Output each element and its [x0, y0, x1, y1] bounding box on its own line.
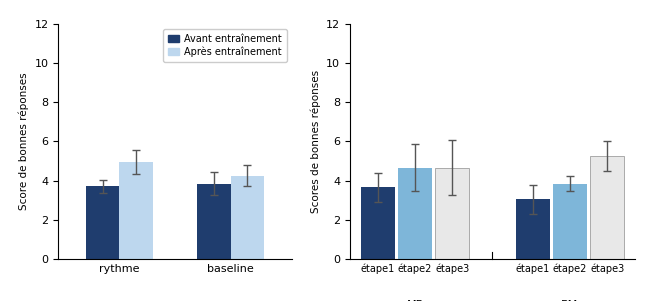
- Bar: [119, 162, 153, 259]
- Bar: [197, 184, 231, 259]
- Text: BM: BM: [561, 300, 579, 301]
- Text: MB: MB: [406, 300, 424, 301]
- Bar: [590, 156, 624, 259]
- Y-axis label: Score de bonnes réponses: Score de bonnes réponses: [18, 73, 29, 210]
- Bar: [553, 184, 587, 259]
- Bar: [435, 168, 469, 259]
- Bar: [86, 186, 119, 259]
- Legend: Avant entraînement, Après entraînement: Avant entraînement, Après entraînement: [163, 29, 286, 62]
- Bar: [398, 168, 432, 259]
- Bar: [361, 188, 395, 259]
- Y-axis label: Scores de bonnes réponses: Scores de bonnes réponses: [310, 70, 321, 213]
- Bar: [516, 199, 550, 259]
- Bar: [231, 176, 264, 259]
